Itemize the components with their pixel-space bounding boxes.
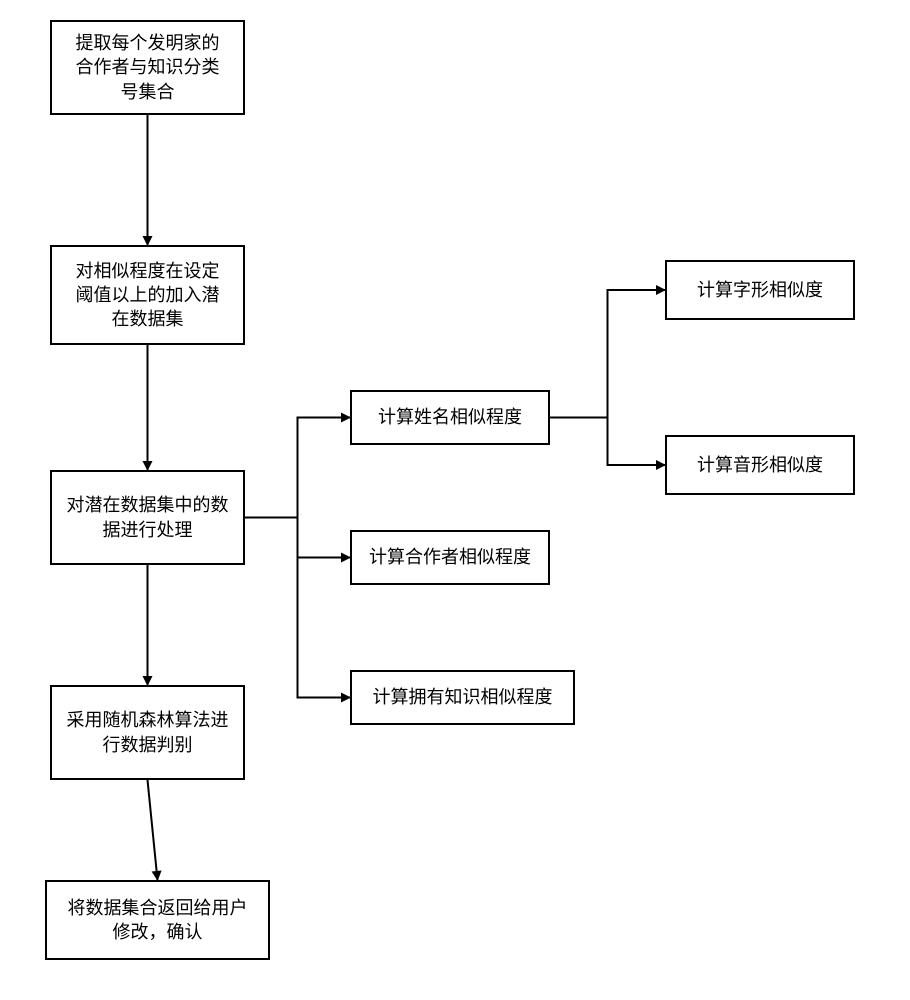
- flow-edge-7: [550, 290, 665, 418]
- flow-node-m1: 计算姓名相似程度: [350, 390, 550, 445]
- flow-node-r1: 计算字形相似度: [665, 260, 855, 320]
- flow-node-n4: 采用随机森林算法进行数据判别: [50, 685, 245, 780]
- flow-edge-4: [245, 418, 350, 518]
- flowchart-canvas: 提取每个发明家的合作者与知识分类号集合对相似程度在设定阈值以上的加入潜在数据集对…: [0, 0, 910, 1000]
- flow-node-label: 计算合作者相似程度: [369, 545, 531, 569]
- flow-edge-6: [245, 518, 350, 698]
- flow-node-n2: 对相似程度在设定阈值以上的加入潜在数据集: [50, 245, 245, 345]
- flow-node-label: 采用随机森林算法进行数据判别: [67, 708, 229, 757]
- flow-node-m3: 计算拥有知识相似程度: [350, 670, 575, 725]
- flow-node-label: 将数据集合返回给用户修改，确认: [68, 896, 248, 945]
- flow-node-label: 计算音形相似度: [697, 453, 823, 477]
- flow-edge-3: [148, 780, 158, 880]
- flow-node-n5: 将数据集合返回给用户修改，确认: [45, 880, 270, 960]
- flow-node-label: 提取每个发明家的合作者与知识分类号集合: [76, 31, 220, 104]
- flow-node-label: 对相似程度在设定阈值以上的加入潜在数据集: [76, 259, 220, 332]
- flow-node-r2: 计算音形相似度: [665, 435, 855, 495]
- flow-node-label: 计算字形相似度: [697, 278, 823, 302]
- flow-node-n1: 提取每个发明家的合作者与知识分类号集合: [50, 20, 245, 115]
- flow-edge-8: [550, 418, 665, 466]
- flow-edge-5: [245, 518, 350, 558]
- flow-node-label: 计算姓名相似程度: [378, 405, 522, 429]
- flow-node-label: 计算拥有知识相似程度: [373, 685, 553, 709]
- flow-node-m2: 计算合作者相似程度: [350, 530, 550, 585]
- flow-node-label: 对潜在数据集中的数据进行处理: [67, 493, 229, 542]
- flow-node-n3: 对潜在数据集中的数据进行处理: [50, 470, 245, 565]
